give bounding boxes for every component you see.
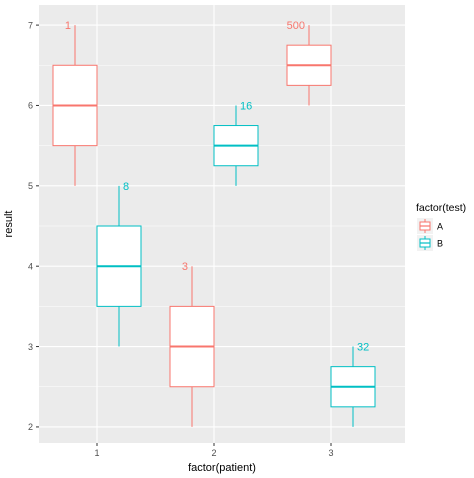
data-label: 500 — [287, 20, 305, 32]
y-tick-label: 2 — [28, 422, 33, 432]
box-A-3 — [286, 25, 332, 106]
x-tick-label: 2 — [211, 448, 216, 458]
y-tick-label: 5 — [28, 181, 33, 191]
x-tick-label: 1 — [94, 448, 99, 458]
box-series — [52, 25, 376, 427]
x-axis-title: factor(patient) — [188, 462, 256, 474]
box-B-3 — [330, 346, 376, 427]
y-tick-label: 4 — [28, 261, 33, 271]
x-axis: 1 2 3 — [94, 443, 334, 458]
legend-label: A — [437, 222, 443, 232]
y-axis: 2 3 4 5 6 7 — [28, 20, 39, 432]
box-A-2 — [169, 266, 215, 427]
legend-label: B — [437, 239, 443, 249]
data-label: 1 — [65, 20, 71, 32]
box-A-1 — [52, 25, 98, 186]
y-tick-label: 6 — [28, 101, 33, 111]
box-B-1 — [96, 185, 142, 347]
y-tick-label: 7 — [28, 20, 33, 30]
y-tick-label: 3 — [28, 342, 33, 352]
data-label: 16 — [240, 100, 252, 112]
data-label: 8 — [123, 181, 129, 193]
box-B-2 — [213, 105, 259, 186]
data-labels: 1 3 500 8 16 32 — [65, 20, 369, 353]
y-axis-title: result — [3, 211, 15, 238]
data-label: 3 — [182, 261, 188, 273]
legend-key-B — [417, 235, 433, 251]
legend-title: factor(test) — [416, 202, 466, 214]
legend-key-A — [417, 218, 433, 234]
legend: factor(test) AB — [416, 202, 466, 251]
data-label: 32 — [357, 342, 369, 354]
x-tick-label: 3 — [328, 448, 333, 458]
